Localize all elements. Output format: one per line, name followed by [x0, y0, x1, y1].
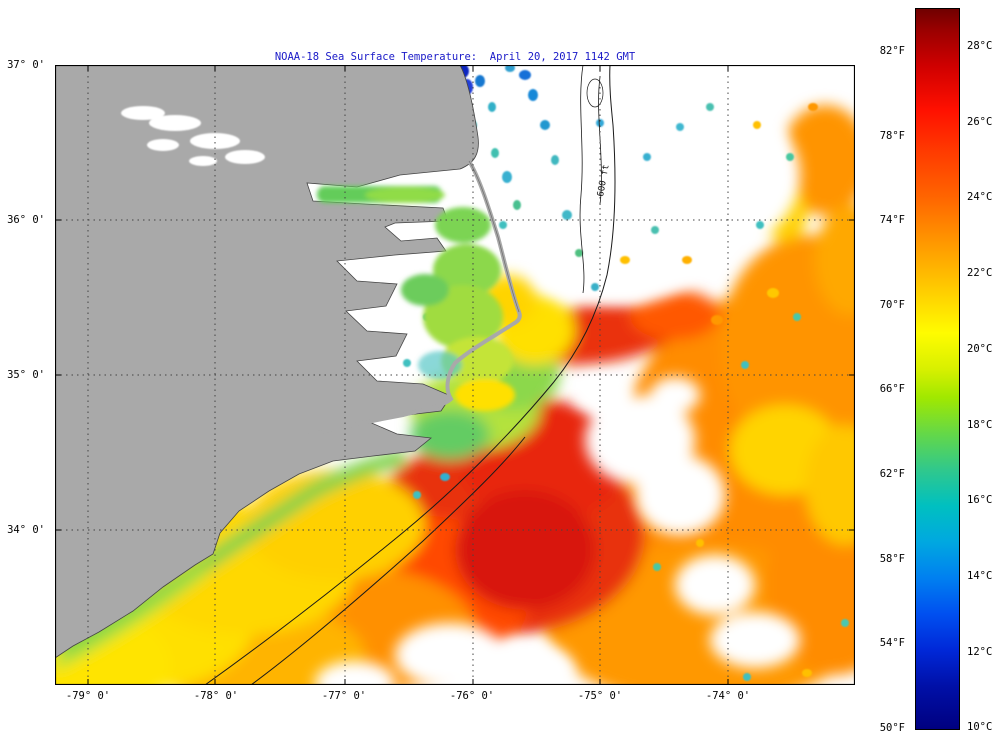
x-tick-label: -78° 0' [193, 690, 239, 702]
x-tick-label: -76° 0' [449, 690, 495, 702]
cloud-mask [315, 100, 800, 685]
celsius-tick-label: 12°C [967, 645, 993, 658]
figure-title: NOAA-18 Sea Surface Temperature: April 2… [274, 51, 636, 63]
map-plot: 600 ft [55, 65, 855, 685]
colorbar-fahrenheit-labels: 82°F 78°F 74°F 70°F 66°F 62°F 58°F 54°F 50°F [853, 8, 910, 734]
colorbar [915, 8, 960, 730]
y-tick-label: 37° 0' [7, 59, 45, 71]
graticule [55, 65, 855, 685]
mainland [55, 65, 479, 659]
x-tick-label: -74° 0' [705, 690, 751, 702]
celsius-tick-label: 26°C [967, 115, 993, 128]
depth-contours [204, 65, 616, 685]
y-tick-label: 36° 0' [7, 214, 45, 226]
celsius-tick-label: 28°C [967, 40, 993, 52]
sound-water [317, 186, 515, 411]
y-tick-label: 34° 0' [7, 524, 45, 536]
celsius-tick-label: 10°C [967, 721, 993, 734]
celsius-tick-label: 20°C [967, 342, 993, 355]
celsius-tick-label: 18°C [967, 418, 993, 431]
celsius-tick-label: 14°C [967, 569, 993, 582]
fahrenheit-tick-label: 82°F [879, 45, 905, 57]
fahrenheit-tick-label: 50°F [879, 721, 905, 734]
x-tick-label: -79° 0' [65, 690, 111, 702]
colorbar-celsius-labels: 28°C 26°C 24°C 22°C 20°C 18°C 16°C 14°C 12°C 10°C [965, 8, 999, 734]
fahrenheit-tick-label: 70°F [879, 298, 905, 311]
x-tick-label: -77° 0' [321, 690, 367, 702]
fahrenheit-tick-label: 54°F [879, 637, 905, 650]
land-clouds [121, 106, 265, 166]
y-tick-label: 35° 0' [7, 369, 45, 381]
sst-map: 600 ft [55, 65, 855, 685]
celsius-tick-label: 22°C [967, 267, 993, 280]
x-axis-labels: -79° 0' -78° 0' -77° 0' -76° 0' -75° 0' -74° … [55, 690, 855, 706]
land [55, 65, 522, 659]
fahrenheit-tick-label: 62°F [879, 468, 905, 480]
fahrenheit-tick-label: 78°F [879, 129, 905, 142]
plot-border [55, 65, 855, 685]
fahrenheit-tick-label: 74°F [879, 214, 905, 227]
fahrenheit-tick-label: 66°F [879, 383, 905, 396]
y-axis-labels: 37° 0' 36° 0' 35° 0' 34° 0' [0, 59, 49, 685]
celsius-tick-label: 16°C [967, 494, 993, 507]
x-tick-label: -75° 0' [577, 690, 623, 702]
fahrenheit-tick-label: 58°F [879, 552, 905, 565]
celsius-tick-label: 24°C [967, 191, 993, 204]
